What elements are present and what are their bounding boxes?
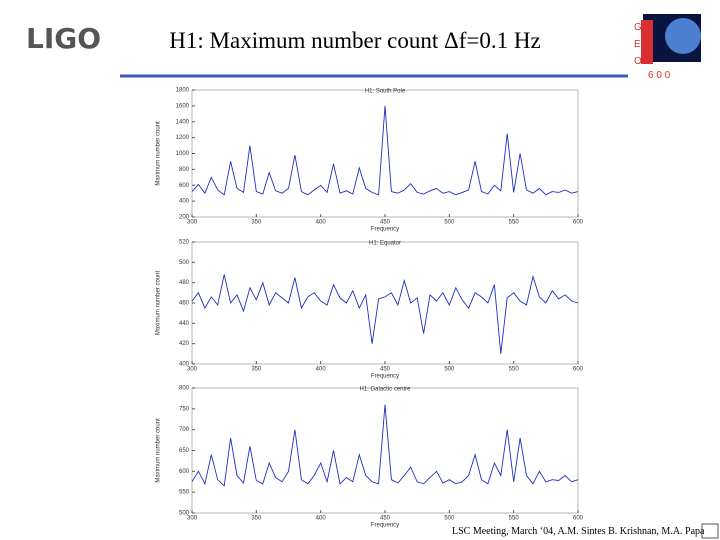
x-tick-label: 300 <box>187 367 198 373</box>
x-tick-label: 600 <box>573 516 584 522</box>
y-tick-label: 550 <box>179 490 190 496</box>
x-axis-label: Frequency <box>371 374 399 380</box>
y-axis-label: Maximum number count <box>156 270 162 335</box>
data-line <box>191 404 579 487</box>
y-tick-label: 700 <box>179 427 190 433</box>
y-tick-label: 480 <box>179 280 190 286</box>
x-tick-label: 350 <box>251 516 262 522</box>
y-tick-label: 400 <box>179 362 190 368</box>
geo-letter: O <box>634 56 642 67</box>
chart-title: H1: Equator <box>369 241 401 247</box>
y-tick-label: 200 <box>179 215 190 221</box>
y-tick-label: 1800 <box>176 88 190 94</box>
y-tick-label: 420 <box>179 341 190 347</box>
x-tick-label: 500 <box>444 516 455 522</box>
x-tick-label: 550 <box>509 367 520 373</box>
y-tick-label: 1000 <box>176 151 190 157</box>
y-tick-label: 1400 <box>176 119 190 125</box>
footer-text: LSC Meeting, March ‘04, A.M. Sintes B. K… <box>452 526 705 537</box>
geo-letter: G <box>634 22 642 33</box>
x-axis-label: Frequency <box>371 227 399 233</box>
x-tick-label: 300 <box>187 220 198 226</box>
x-tick-label: 550 <box>509 220 520 226</box>
y-tick-label: 1200 <box>176 135 190 141</box>
y-tick-label: 750 <box>179 406 190 412</box>
x-tick-label: 350 <box>251 367 262 373</box>
plot-area <box>191 241 579 365</box>
chart-title: H1: South Pole <box>365 89 406 95</box>
y-tick-label: 400 <box>179 199 190 205</box>
x-tick-label: 350 <box>251 220 262 226</box>
x-axis-label: Frequency <box>371 523 399 529</box>
y-tick-label: 800 <box>179 167 190 173</box>
geo-logo-bar <box>641 20 653 64</box>
y-tick-label: 1600 <box>176 103 190 109</box>
y-tick-label: 600 <box>179 183 190 189</box>
geo-letter: E <box>634 39 641 50</box>
x-tick-label: 550 <box>509 516 520 522</box>
slide-title: H1: Maximum number count Δf=0.1 Hz <box>169 28 540 53</box>
y-tick-label: 440 <box>179 321 190 327</box>
nav-icon[interactable] <box>701 523 719 539</box>
y-axis-label: Maximum number count <box>156 418 162 483</box>
x-tick-label: 500 <box>444 367 455 373</box>
y-axis-label: Maximum number count <box>156 121 162 186</box>
charts: 200 400 600 800 1000 1200 1400 1600 1800 300 350 40… <box>156 88 584 529</box>
x-tick-label: 450 <box>380 220 391 226</box>
x-tick-label: 450 <box>380 516 391 522</box>
data-line <box>191 105 579 196</box>
data-line <box>191 274 579 354</box>
y-tick-label: 500 <box>179 511 190 517</box>
x-tick-label: 450 <box>380 367 391 373</box>
x-tick-label: 300 <box>187 516 198 522</box>
y-tick-label: 800 <box>179 386 190 392</box>
x-tick-label: 500 <box>444 220 455 226</box>
x-tick-label: 400 <box>316 220 327 226</box>
y-tick-label: 500 <box>179 260 190 266</box>
x-tick-label: 600 <box>573 367 584 373</box>
ligo-logo: LIGO <box>26 22 101 55</box>
y-tick-label: 650 <box>179 448 190 454</box>
x-tick-label: 400 <box>316 367 327 373</box>
x-tick-label: 600 <box>573 220 584 226</box>
y-tick-label: 460 <box>179 301 190 307</box>
y-tick-label: 520 <box>179 240 190 246</box>
y-tick-label: 600 <box>179 469 190 475</box>
geo-logo-planet <box>665 18 701 54</box>
x-tick-label: 400 <box>316 516 327 522</box>
chart-title: H1: Galactic centre <box>359 387 411 393</box>
geo-number: 6 0 0 <box>648 70 671 81</box>
